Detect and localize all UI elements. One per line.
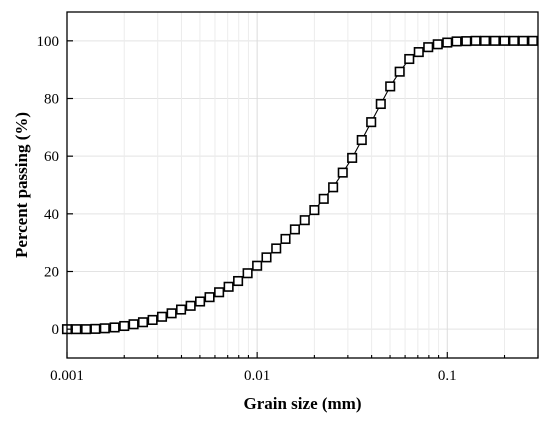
data-point — [176, 304, 187, 315]
data-point — [366, 117, 377, 128]
data-point — [233, 275, 244, 287]
y-tick-label: 20 — [44, 265, 59, 281]
data-point — [413, 47, 424, 58]
data-point — [309, 205, 320, 216]
data-point — [185, 300, 196, 311]
data-point — [527, 35, 538, 46]
y-tick-label: 0 — [52, 322, 60, 338]
data-point — [442, 37, 453, 48]
x-tick-label: 0.1 — [438, 368, 457, 384]
data-point — [470, 35, 481, 46]
data-point — [318, 193, 329, 204]
data-point — [147, 314, 158, 325]
data-point — [508, 35, 519, 46]
y-tick-label: 40 — [44, 207, 59, 223]
data-point — [489, 35, 500, 46]
data-point — [99, 323, 110, 334]
data-point — [71, 324, 82, 335]
data-point — [280, 233, 291, 244]
data-point — [261, 252, 272, 263]
data-point — [204, 292, 215, 303]
data-point — [166, 308, 177, 319]
data-point — [480, 35, 491, 46]
data-point — [119, 320, 130, 332]
x-tick-label: 0.01 — [244, 368, 270, 384]
data-point — [289, 224, 300, 235]
data-point — [375, 98, 386, 110]
data-point — [423, 42, 434, 53]
axis-ticks — [66, 40, 539, 358]
plot-frame — [66, 11, 539, 359]
data-point — [394, 66, 405, 77]
data-point — [156, 311, 168, 322]
grid-lines — [66, 12, 539, 358]
data-point — [356, 134, 367, 146]
data-point — [404, 53, 415, 65]
y-tick-label: 60 — [44, 149, 59, 165]
data-point — [128, 319, 139, 330]
data-point — [461, 36, 472, 47]
data-points — [61, 35, 538, 335]
data-point — [385, 81, 396, 92]
data-point — [90, 323, 101, 334]
data-point — [242, 268, 253, 279]
data-point — [252, 260, 263, 271]
x-axis-title: Grain size (mm) — [243, 394, 361, 413]
data-point — [432, 39, 443, 50]
data-point — [137, 317, 149, 328]
data-point — [347, 152, 358, 163]
data-point — [214, 287, 225, 298]
x-tick-label: 0.001 — [50, 368, 84, 384]
y-tick-label: 80 — [44, 92, 59, 108]
series-polyline — [67, 40, 533, 330]
data-point — [223, 281, 234, 292]
data-point — [518, 35, 529, 46]
data-point — [328, 182, 339, 193]
data-point — [337, 167, 348, 178]
data-point — [451, 36, 462, 47]
data-point — [299, 215, 310, 226]
data-point — [499, 35, 510, 46]
tick-labels: 0 20 40 60 80 100 0.001 0.01 0.1 — [37, 34, 457, 384]
data-point — [81, 324, 92, 335]
y-axis-title: Percent passing (%) — [12, 112, 31, 258]
data-point — [271, 243, 282, 254]
series-line — [67, 40, 533, 330]
y-tick-label: 100 — [37, 34, 60, 50]
data-point — [195, 296, 206, 307]
data-point — [109, 322, 120, 333]
